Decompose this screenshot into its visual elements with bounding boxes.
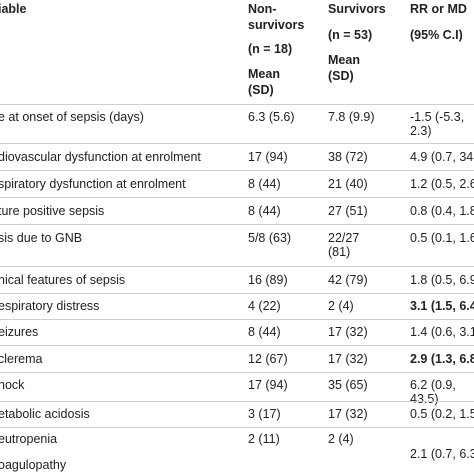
header-non-survivors-line1: Non-: [248, 2, 277, 16]
row-non-survivors: 2 (11): [248, 432, 280, 446]
row-survivors: 42 (79): [328, 273, 368, 287]
row-divider: [0, 427, 474, 428]
row-label: sis due to GNB: [0, 231, 83, 245]
header-ci: (95% C.I): [410, 28, 463, 42]
row-label: ture positive sepsis: [0, 204, 105, 218]
header-survivors: Survivors: [328, 2, 386, 16]
row-survivors: 2 (4): [328, 432, 354, 446]
row-divider: [0, 372, 474, 373]
row-survivors: 2 (4): [328, 299, 354, 313]
row-divider: [0, 143, 474, 144]
row-divider: [0, 266, 474, 267]
row-survivors: 27 (51): [328, 204, 368, 218]
row-survivors: 17 (32): [328, 407, 368, 421]
row-non-survivors: 16 (89): [248, 273, 288, 287]
row-label: clerema: [0, 352, 43, 366]
row-label: oagulopathy: [0, 458, 67, 472]
row-non-survivors: 8 (44): [248, 204, 281, 218]
row-survivors: 7.8 (9.9): [328, 110, 375, 124]
row-label: e at onset of sepsis (days): [0, 110, 144, 124]
row-non-survivors: 8 (44): [248, 177, 281, 191]
header-divider: [0, 104, 474, 105]
row-non-survivors: 6.3 (5.6): [248, 110, 295, 124]
row-divider: [0, 401, 474, 402]
row-non-survivors: 17 (94): [248, 150, 288, 164]
header-rr: RR or MD: [410, 2, 467, 16]
row-rr: 2.1 (0.7, 6.3: [410, 447, 474, 461]
row-rr: 2.9 (1.3, 6.8: [410, 352, 474, 366]
header-survivors-sd: (SD): [328, 69, 354, 83]
row-label: diovascular dysfunction at enrolment: [0, 150, 201, 164]
row-rr: 3.1 (1.5, 6.4: [410, 299, 474, 313]
row-survivors: 17 (32): [328, 325, 368, 339]
header-variable: iable: [0, 2, 27, 16]
row-non-survivors: 12 (67): [248, 352, 288, 366]
row-survivors: 38 (72): [328, 150, 368, 164]
row-label: eizures: [0, 325, 39, 339]
row-divider: [0, 293, 474, 294]
row-rr: 1.8 (0.5, 6.9: [410, 273, 474, 287]
row-divider: [0, 170, 474, 171]
row-non-survivors: 8 (44): [248, 325, 281, 339]
row-rr: 6.2 (0.9,: [410, 378, 456, 392]
header-survivors-mean: Mean: [328, 53, 360, 67]
row-rr: 0.5 (0.1, 1.6: [410, 231, 474, 245]
row-divider: [0, 319, 474, 320]
row-label: espiratory distress: [0, 299, 100, 313]
row-rr: 4.9 (0.7, 34: [410, 150, 474, 164]
row-label: hock: [0, 378, 25, 392]
header-non-survivors-line2: survivors: [248, 18, 305, 32]
header-survivors-n: (n = 53): [328, 28, 373, 42]
row-survivors: 22/27: [328, 231, 360, 245]
row-rr-cont: 43.5): [410, 392, 439, 406]
row-label: etabolic acidosis: [0, 407, 90, 421]
row-divider: [0, 224, 474, 225]
header-non-survivors-sd: (SD): [248, 83, 274, 97]
row-survivors: 17 (32): [328, 352, 368, 366]
row-divider: [0, 345, 474, 346]
row-non-survivors: 5/8 (63): [248, 231, 292, 245]
row-rr-cont: 2.3): [410, 124, 432, 138]
row-survivors-cont: (81): [328, 245, 351, 259]
row-survivors: 35 (65): [328, 378, 368, 392]
row-rr: -1.5 (-5.3,: [410, 110, 465, 124]
row-rr: 1.4 (0.6, 3.1: [410, 325, 474, 339]
row-non-survivors: 3 (17): [248, 407, 281, 421]
row-label: spiratory dysfunction at enrolment: [0, 177, 186, 191]
row-non-survivors: 17 (94): [248, 378, 288, 392]
row-label: nical features of sepsis: [0, 273, 126, 287]
header-non-survivors-mean: Mean: [248, 67, 280, 81]
row-divider: [0, 197, 474, 198]
row-non-survivors: 4 (22): [248, 299, 281, 313]
row-rr: 1.2 (0.5, 2.6: [410, 177, 474, 191]
row-label: eutropenia: [0, 432, 58, 446]
row-rr: 0.5 (0.2, 1.5: [410, 407, 474, 421]
row-survivors: 21 (40): [328, 177, 368, 191]
row-rr: 0.8 (0.4, 1.8: [410, 204, 474, 218]
header-non-survivors-n: (n = 18): [248, 42, 293, 56]
